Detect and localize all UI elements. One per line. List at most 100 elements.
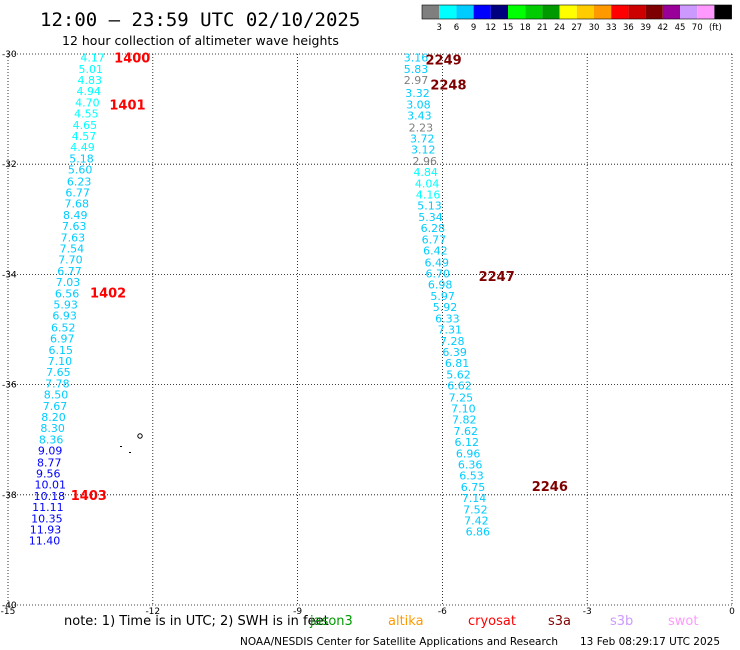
wave-height-point: 7.70 bbox=[58, 254, 83, 267]
wave-height-point: 6.70 bbox=[426, 267, 451, 280]
wave-height-point: 4.83 bbox=[78, 74, 103, 87]
colorbar-unit: (ft) bbox=[709, 23, 722, 33]
wave-height-point: 5.83 bbox=[404, 63, 429, 76]
colorbar-swatch bbox=[559, 5, 577, 19]
wave-height-point: 3.08 bbox=[406, 99, 431, 112]
colorbar-label: 15 bbox=[503, 23, 514, 33]
wave-height-point: 8.50 bbox=[44, 389, 68, 402]
wave-height-point: 7.25 bbox=[449, 391, 474, 404]
wave-height-point: 4.94 bbox=[77, 85, 102, 98]
wave-height-point: 7.31 bbox=[438, 324, 463, 337]
wave-height-point: 8.77 bbox=[37, 456, 62, 469]
colorbar-swatch bbox=[680, 5, 698, 19]
x-tick-label: -15 bbox=[1, 607, 16, 617]
colorbar-swatch bbox=[576, 5, 594, 19]
colorbar-label: 30 bbox=[589, 23, 600, 33]
pass-label: 2246 bbox=[532, 480, 568, 495]
wave-height-point: 11.40 bbox=[29, 535, 61, 548]
wave-height-point: 6.93 bbox=[52, 310, 77, 323]
wave-height-point: 7.68 bbox=[64, 197, 89, 210]
colorbar-swatch bbox=[697, 5, 715, 19]
wave-height-point: 6.62 bbox=[447, 380, 472, 393]
colorbar-swatch bbox=[542, 5, 560, 19]
colorbar-label: 45 bbox=[675, 23, 686, 33]
wave-height-point: 7.78 bbox=[45, 377, 69, 390]
colorbar-swatch bbox=[628, 5, 646, 19]
island-outline bbox=[120, 433, 143, 453]
data-points: 4.175.014.834.944.704.554.654.574.495.18… bbox=[29, 51, 490, 547]
colorbar-label: 6 bbox=[454, 23, 459, 33]
wave-height-point: 7.14 bbox=[462, 492, 487, 505]
wave-height-point: 6.81 bbox=[445, 357, 470, 370]
wave-height-point: 4.04 bbox=[415, 177, 440, 190]
wave-height-point: 3.12 bbox=[411, 143, 436, 156]
pass-label: 2248 bbox=[430, 78, 466, 93]
wave-height-point: 6.56 bbox=[55, 288, 79, 301]
colorbar-swatch bbox=[714, 5, 732, 19]
colorbar-swatch bbox=[525, 5, 543, 19]
x-tick-label: -6 bbox=[438, 607, 447, 617]
legend-s3a: s3a bbox=[548, 614, 571, 629]
wave-height-point: 8.49 bbox=[63, 209, 88, 222]
wave-height-point: 4.55 bbox=[74, 108, 99, 121]
wave-height-point: 9.09 bbox=[38, 445, 63, 458]
wave-height-point: 6.77 bbox=[422, 234, 447, 247]
wave-height-point: 4.49 bbox=[70, 141, 95, 154]
wave-height-point: 6.97 bbox=[50, 332, 75, 345]
wave-height-point: 6.36 bbox=[458, 458, 483, 471]
wave-height-point: 8.20 bbox=[41, 411, 66, 424]
pass-label: 1401 bbox=[109, 99, 145, 114]
colorbar-swatch bbox=[508, 5, 526, 19]
wave-height-point: 7.10 bbox=[48, 355, 73, 368]
colorbar-label: 42 bbox=[657, 23, 668, 33]
wave-height-point: 7.52 bbox=[463, 504, 488, 517]
legend-jason3: jason3 bbox=[309, 614, 353, 629]
pass-labels: 1400 1401 1402 1403 2249 2248 2247 2246 bbox=[71, 51, 568, 503]
pass-label: 1403 bbox=[71, 489, 107, 504]
y-tick-label: -40 bbox=[2, 601, 17, 611]
wave-height-point: 5.62 bbox=[446, 369, 471, 382]
colorbar-label: 9 bbox=[471, 23, 476, 33]
wave-height-point: 5.97 bbox=[430, 290, 455, 303]
colorbar-label: 18 bbox=[520, 23, 531, 33]
wave-height-point: 4.17 bbox=[80, 51, 105, 64]
legend-altika: altika bbox=[388, 614, 424, 629]
wave-height-point: 7.63 bbox=[61, 231, 86, 244]
colorbar-label: 70 bbox=[692, 23, 703, 33]
axis-ticks: -15 -12 -9 -6 -3 0-40-38-36-34-32-30 bbox=[1, 50, 735, 617]
wave-height-point: 6.23 bbox=[67, 175, 92, 188]
wave-height-point: 7.65 bbox=[46, 366, 70, 379]
colorbar-label: 24 bbox=[554, 23, 565, 33]
wave-height-point: 11.93 bbox=[30, 524, 62, 537]
colorbar-swatch bbox=[456, 5, 474, 19]
wave-height-point: 7.03 bbox=[56, 276, 80, 289]
wave-height-point: 6.52 bbox=[51, 321, 76, 334]
wave-height-point: 5.01 bbox=[78, 63, 103, 76]
wave-height-point: 11.11 bbox=[32, 501, 64, 514]
wave-height-point: 8.36 bbox=[39, 434, 64, 447]
legend-s3b: s3b bbox=[610, 614, 633, 629]
wave-height-point: 6.33 bbox=[435, 312, 460, 325]
x-tick-label: 0 bbox=[729, 607, 735, 617]
wave-height-point: 4.65 bbox=[73, 119, 98, 132]
chart-subtitle: 12 hour collection of altimeter wave hei… bbox=[62, 33, 339, 48]
satellite-legend: jason3 altika cryosat s3a s3b swot bbox=[309, 614, 698, 629]
wave-height-point: 3.72 bbox=[410, 132, 435, 145]
wave-height-point: 10.18 bbox=[34, 490, 65, 503]
legend-swot: swot bbox=[668, 614, 698, 629]
wave-height-point: 3.43 bbox=[407, 110, 432, 123]
colorbar-swatch bbox=[439, 5, 457, 19]
y-tick-label: -36 bbox=[2, 381, 17, 391]
wave-height-point: 10.01 bbox=[35, 478, 66, 491]
colorbar: 3 6 9 12 15 18 21 24 27 30 33 36 39 42 45 70 (ft) bbox=[421, 4, 732, 33]
wave-height-point: 6.98 bbox=[428, 278, 453, 291]
y-tick-label: -34 bbox=[2, 270, 17, 280]
wave-height-point: 6.96 bbox=[456, 447, 481, 460]
wave-height-point: 2.96 bbox=[412, 155, 437, 168]
wave-height-point: 2.23 bbox=[409, 121, 434, 134]
colorbar-swatch bbox=[422, 5, 440, 19]
wave-height-point: 4.84 bbox=[413, 166, 438, 179]
wave-height-point: 6.77 bbox=[65, 186, 90, 199]
wave-height-point: 5.93 bbox=[53, 299, 78, 312]
